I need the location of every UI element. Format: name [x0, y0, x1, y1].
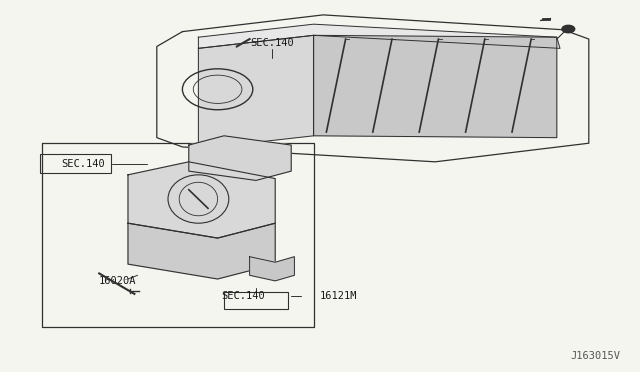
Circle shape	[562, 25, 575, 33]
Text: 16076N: 16076N	[218, 233, 255, 243]
Polygon shape	[198, 24, 560, 48]
Text: 16121M: 16121M	[320, 291, 358, 301]
Text: SEC.140: SEC.140	[250, 38, 294, 48]
Polygon shape	[198, 35, 314, 149]
Text: 16298M: 16298M	[170, 190, 207, 200]
Text: 16020A: 16020A	[99, 276, 137, 286]
Polygon shape	[314, 35, 557, 138]
Text: SEC.140: SEC.140	[221, 291, 265, 301]
FancyBboxPatch shape	[40, 154, 111, 173]
Polygon shape	[250, 257, 294, 281]
Text: SEC.140: SEC.140	[61, 159, 105, 169]
Text: J163015V: J163015V	[571, 351, 621, 361]
Polygon shape	[128, 223, 275, 279]
Polygon shape	[128, 162, 275, 238]
Polygon shape	[189, 136, 291, 180]
FancyBboxPatch shape	[224, 292, 288, 309]
